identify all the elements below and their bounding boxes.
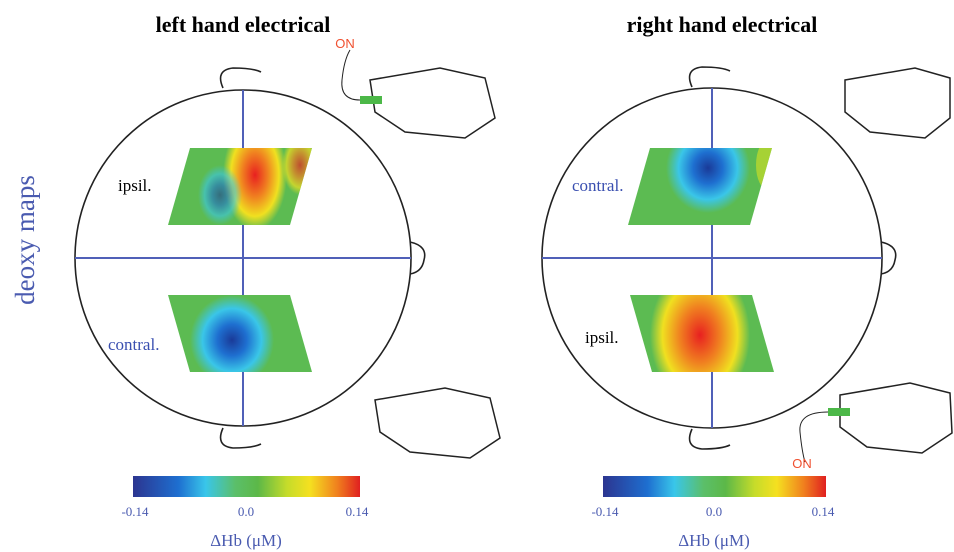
stim-label: ON — [335, 36, 355, 51]
panel-title: right hand electrical — [627, 12, 818, 37]
colorbar-tick: -0.14 — [121, 504, 149, 519]
colorbar-label: ΔHb (μM) — [678, 531, 750, 550]
colorbar-tick: -0.14 — [591, 504, 619, 519]
region-label: ipsil. — [585, 328, 619, 347]
right-panel: right hand electrical contral. ipsil. ON… — [541, 12, 953, 550]
colorbar-tick: 0.14 — [812, 504, 835, 519]
left-panel: left hand electrical ipsil. contral. ON … — [74, 12, 501, 550]
region-label: ipsil. — [118, 176, 152, 195]
region-label: contral. — [572, 176, 623, 195]
stim-label: ON — [792, 456, 812, 471]
panel-title: left hand electrical — [156, 12, 331, 37]
region-label: contral. — [108, 335, 159, 354]
colorbar-tick: 0.0 — [238, 504, 254, 519]
y-label: deoxy maps — [10, 175, 40, 305]
colorbar-tick: 0.0 — [706, 504, 722, 519]
colorbar-label: ΔHb (μM) — [210, 531, 282, 550]
colorbar-tick: 0.14 — [346, 504, 369, 519]
